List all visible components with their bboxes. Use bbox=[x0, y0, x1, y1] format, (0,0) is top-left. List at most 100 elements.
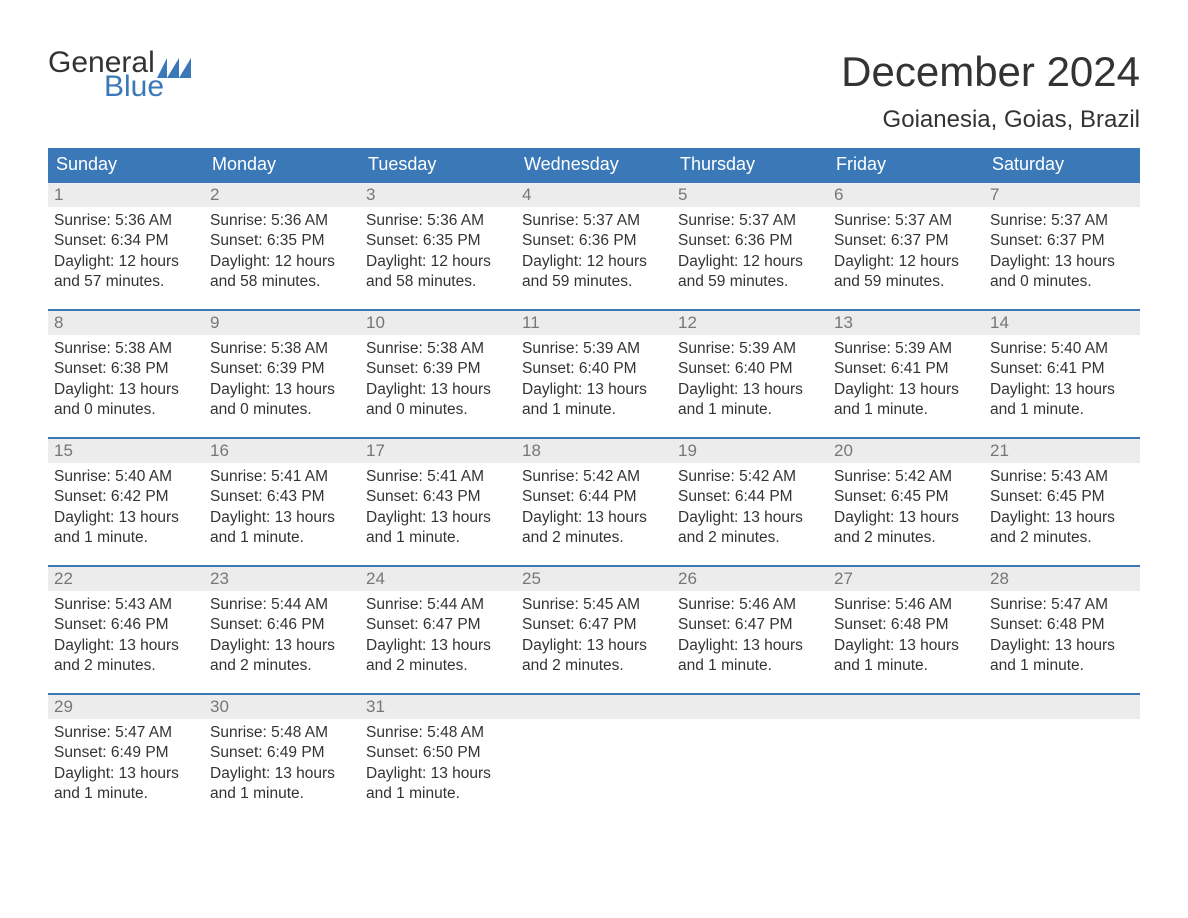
week-row: 22Sunrise: 5:43 AMSunset: 6:46 PMDayligh… bbox=[48, 566, 1140, 694]
day-body: Sunrise: 5:39 AMSunset: 6:40 PMDaylight:… bbox=[672, 335, 828, 429]
sunrise-text: Sunrise: 5:36 AM bbox=[54, 211, 198, 231]
sunrise-text: Sunrise: 5:39 AM bbox=[522, 339, 666, 359]
empty-day-cell bbox=[828, 694, 984, 822]
day-number: 14 bbox=[984, 311, 1140, 335]
sunrise-text: Sunrise: 5:44 AM bbox=[210, 595, 354, 615]
dayname: Wednesday bbox=[516, 148, 672, 182]
sunrise-text: Sunrise: 5:38 AM bbox=[366, 339, 510, 359]
dl2-text: and 2 minutes. bbox=[366, 656, 510, 676]
sunset-text: Sunset: 6:49 PM bbox=[54, 743, 198, 763]
day-body: Sunrise: 5:39 AMSunset: 6:41 PMDaylight:… bbox=[828, 335, 984, 429]
day-number: 5 bbox=[672, 183, 828, 207]
day-body: Sunrise: 5:40 AMSunset: 6:42 PMDaylight:… bbox=[48, 463, 204, 557]
day-cell: 13Sunrise: 5:39 AMSunset: 6:41 PMDayligh… bbox=[828, 310, 984, 438]
sunset-text: Sunset: 6:34 PM bbox=[54, 231, 198, 251]
day-body: Sunrise: 5:48 AMSunset: 6:50 PMDaylight:… bbox=[360, 719, 516, 813]
dl1-text: Daylight: 13 hours bbox=[366, 380, 510, 400]
day-number: 30 bbox=[204, 695, 360, 719]
sunrise-text: Sunrise: 5:47 AM bbox=[54, 723, 198, 743]
dayname: Thursday bbox=[672, 148, 828, 182]
day-cell: 20 Sunrise: 5:42 AMSunset: 6:45 PMDayligh… bbox=[828, 438, 984, 566]
dl1-text: Daylight: 13 hours bbox=[678, 636, 822, 656]
sunset-text: Sunset: 6:37 PM bbox=[834, 231, 978, 251]
day-body: Sunrise: 5:39 AMSunset: 6:40 PMDaylight:… bbox=[516, 335, 672, 429]
day-number-empty bbox=[984, 695, 1140, 719]
day-cell: 19Sunrise: 5:42 AMSunset: 6:44 PMDayligh… bbox=[672, 438, 828, 566]
dl2-text: and 0 minutes. bbox=[54, 400, 198, 420]
day-cell: 1Sunrise: 5:36 AMSunset: 6:34 PMDaylight… bbox=[48, 182, 204, 310]
day-number: 25 bbox=[516, 567, 672, 591]
day-number: 26 bbox=[672, 567, 828, 591]
dl1-text: Daylight: 13 hours bbox=[54, 636, 198, 656]
sunset-text: Sunset: 6:40 PM bbox=[522, 359, 666, 379]
sunset-text: Sunset: 6:43 PM bbox=[366, 487, 510, 507]
day-cell: 4Sunrise: 5:37 AMSunset: 6:36 PMDaylight… bbox=[516, 182, 672, 310]
dl1-text: Daylight: 13 hours bbox=[210, 380, 354, 400]
day-number: 3 bbox=[360, 183, 516, 207]
dl1-text: Daylight: 13 hours bbox=[990, 380, 1134, 400]
dl2-text: and 1 minute. bbox=[366, 784, 510, 804]
dl2-text: and 2 minutes. bbox=[54, 656, 198, 676]
dl2-text: and 1 minute. bbox=[366, 528, 510, 548]
sunrise-text: Sunrise: 5:42 AM bbox=[834, 467, 978, 487]
day-cell: 10Sunrise: 5:38 AMSunset: 6:39 PMDayligh… bbox=[360, 310, 516, 438]
dl1-text: Daylight: 13 hours bbox=[54, 380, 198, 400]
sunrise-text: Sunrise: 5:43 AM bbox=[54, 595, 198, 615]
day-body: Sunrise: 5:48 AMSunset: 6:49 PMDaylight:… bbox=[204, 719, 360, 813]
dl1-text: Daylight: 13 hours bbox=[366, 636, 510, 656]
dl2-text: and 1 minute. bbox=[54, 784, 198, 804]
day-body: Sunrise: 5:47 AMSunset: 6:48 PMDaylight:… bbox=[984, 591, 1140, 685]
day-body: Sunrise: 5:37 AMSunset: 6:36 PMDaylight:… bbox=[516, 207, 672, 301]
day-number: 8 bbox=[48, 311, 204, 335]
day-body: Sunrise: 5:38 AMSunset: 6:39 PMDaylight:… bbox=[360, 335, 516, 429]
sunrise-text: Sunrise: 5:38 AM bbox=[54, 339, 198, 359]
sunrise-text: Sunrise: 5:42 AM bbox=[522, 467, 666, 487]
dl2-text: and 1 minute. bbox=[990, 656, 1134, 676]
dl2-text: and 1 minute. bbox=[990, 400, 1134, 420]
sunset-text: Sunset: 6:42 PM bbox=[54, 487, 198, 507]
day-cell: 2Sunrise: 5:36 AMSunset: 6:35 PMDaylight… bbox=[204, 182, 360, 310]
day-cell: 27Sunrise: 5:46 AMSunset: 6:48 PMDayligh… bbox=[828, 566, 984, 694]
sunset-text: Sunset: 6:39 PM bbox=[366, 359, 510, 379]
day-cell: 28Sunrise: 5:47 AMSunset: 6:48 PMDayligh… bbox=[984, 566, 1140, 694]
day-cell: 25Sunrise: 5:45 AMSunset: 6:47 PMDayligh… bbox=[516, 566, 672, 694]
day-number: 24 bbox=[360, 567, 516, 591]
day-number: 11 bbox=[516, 311, 672, 335]
day-number: 21 bbox=[984, 439, 1140, 463]
dl1-text: Daylight: 13 hours bbox=[210, 636, 354, 656]
day-number-empty bbox=[672, 695, 828, 719]
dl2-text: and 1 minute. bbox=[678, 400, 822, 420]
day-number: 20 bbox=[828, 439, 984, 463]
sunset-text: Sunset: 6:39 PM bbox=[210, 359, 354, 379]
day-cell: 3Sunrise: 5:36 AMSunset: 6:35 PMDaylight… bbox=[360, 182, 516, 310]
day-body: Sunrise: 5:46 AMSunset: 6:47 PMDaylight:… bbox=[672, 591, 828, 685]
dl2-text: and 58 minutes. bbox=[366, 272, 510, 292]
sunrise-text: Sunrise: 5:41 AM bbox=[210, 467, 354, 487]
dl2-text: and 2 minutes. bbox=[210, 656, 354, 676]
dl1-text: Daylight: 12 hours bbox=[834, 252, 978, 272]
sunset-text: Sunset: 6:41 PM bbox=[990, 359, 1134, 379]
dl1-text: Daylight: 13 hours bbox=[522, 636, 666, 656]
day-body: Sunrise: 5:47 AMSunset: 6:49 PMDaylight:… bbox=[48, 719, 204, 813]
day-cell: 15Sunrise: 5:40 AMSunset: 6:42 PMDayligh… bbox=[48, 438, 204, 566]
dl1-text: Daylight: 13 hours bbox=[834, 508, 978, 528]
sunset-text: Sunset: 6:46 PM bbox=[54, 615, 198, 635]
day-cell: 14Sunrise: 5:40 AMSunset: 6:41 PMDayligh… bbox=[984, 310, 1140, 438]
day-number: 6 bbox=[828, 183, 984, 207]
day-cell: 26Sunrise: 5:46 AMSunset: 6:47 PMDayligh… bbox=[672, 566, 828, 694]
sunset-text: Sunset: 6:44 PM bbox=[678, 487, 822, 507]
dl2-text: and 2 minutes. bbox=[678, 528, 822, 548]
day-body: Sunrise: 5:42 AMSunset: 6:44 PMDaylight:… bbox=[516, 463, 672, 557]
day-cell: 21Sunrise: 5:43 AMSunset: 6:45 PMDayligh… bbox=[984, 438, 1140, 566]
day-body: Sunrise: 5:41 AMSunset: 6:43 PMDaylight:… bbox=[360, 463, 516, 557]
day-body: Sunrise: 5:37 AMSunset: 6:37 PMDaylight:… bbox=[828, 207, 984, 301]
sunset-text: Sunset: 6:45 PM bbox=[834, 487, 978, 507]
day-number: 16 bbox=[204, 439, 360, 463]
day-number: 9 bbox=[204, 311, 360, 335]
dayname: Tuesday bbox=[360, 148, 516, 182]
sunset-text: Sunset: 6:48 PM bbox=[990, 615, 1134, 635]
sunset-text: Sunset: 6:41 PM bbox=[834, 359, 978, 379]
day-body: Sunrise: 5:38 AMSunset: 6:39 PMDaylight:… bbox=[204, 335, 360, 429]
sunset-text: Sunset: 6:38 PM bbox=[54, 359, 198, 379]
dl1-text: Daylight: 13 hours bbox=[678, 380, 822, 400]
